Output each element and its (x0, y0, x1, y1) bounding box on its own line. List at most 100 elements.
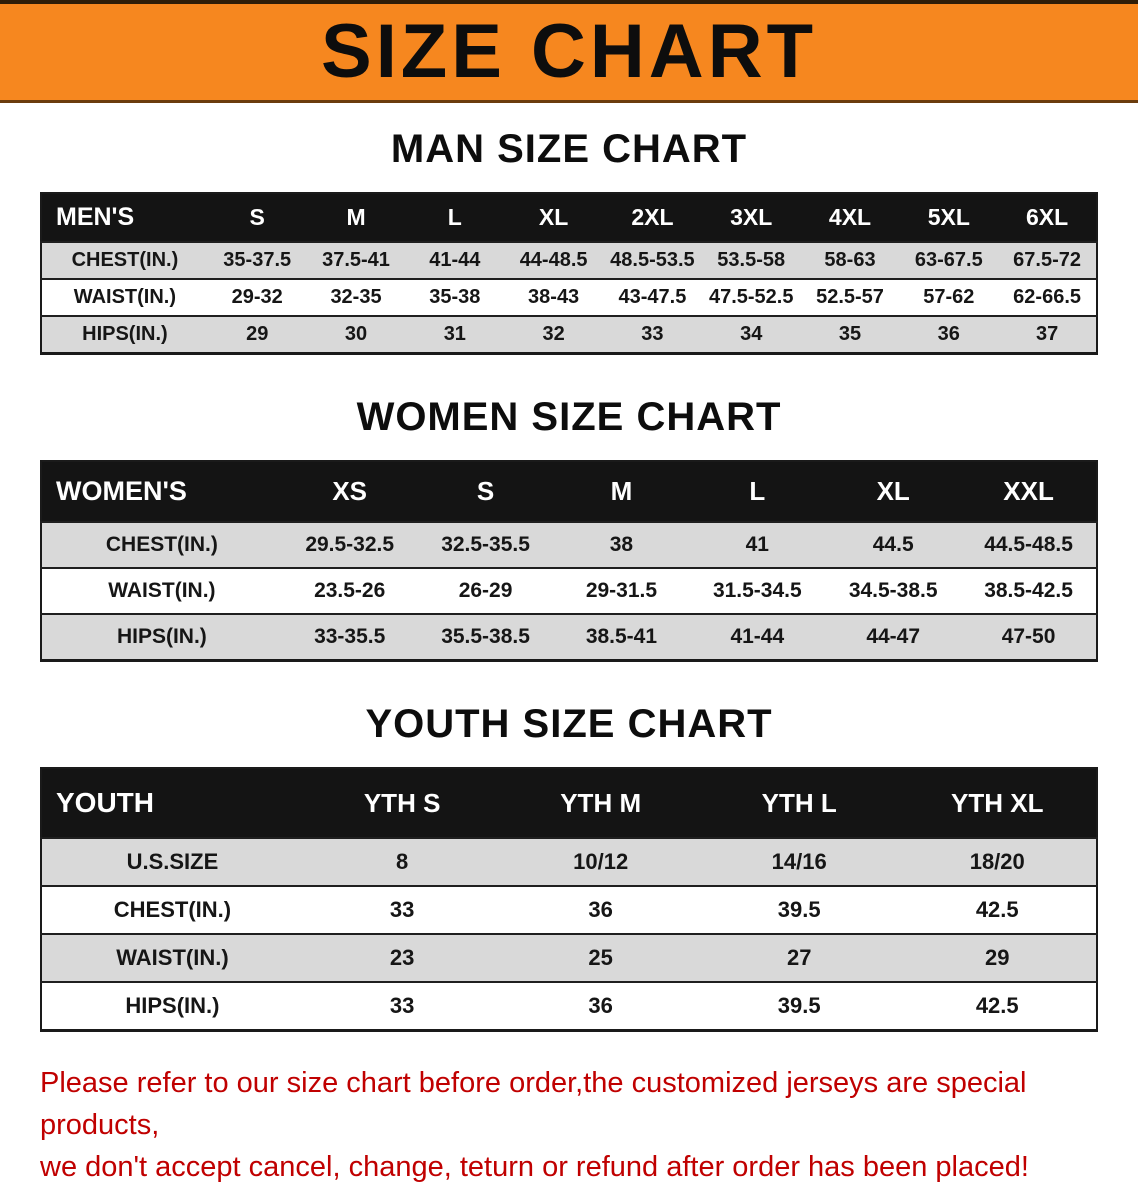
table-cell: 29-32 (207, 278, 307, 316)
table-cell: 29 (207, 315, 307, 354)
table-cell: 32-35 (306, 278, 406, 316)
table-cell: 29-31.5 (553, 567, 690, 614)
table-cell: 44.5-48.5 (961, 521, 1097, 568)
table-row: HIPS(IN.) 33-35.5 35.5-38.5 38.5-41 41-44 44-… (41, 613, 1097, 661)
men-size-table: MEN'S S M L XL 2XL 3XL 4XL 5XL 6XL CHEST(IN.) 35-37… (40, 192, 1098, 355)
table-cell: 42.5 (898, 885, 1097, 934)
table-cell: 39.5 (699, 885, 899, 934)
table-cell: 42.5 (898, 981, 1097, 1031)
table-cell: 33 (302, 981, 502, 1031)
youth-size-table: YOUTH YTH S YTH M YTH L YTH XL U.S.SIZE 8 10/12… (40, 767, 1098, 1032)
table-cell: 36 (501, 981, 700, 1031)
table-title-cell: YOUTH (41, 768, 303, 838)
table-row: HIPS(IN.) 33 36 39.5 42.5 (41, 981, 1097, 1031)
table-cell: 36 (501, 885, 700, 934)
row-label: WAIST(IN.) (41, 933, 303, 982)
table-cell: 44-47 (825, 613, 962, 661)
table-row: CHEST(IN.) 35-37.5 37.5-41 41-44 44-48.5 48.5… (41, 241, 1097, 279)
table-cell: 67.5-72 (998, 241, 1097, 279)
content: MAN SIZE CHART MEN'S S M L XL 2XL 3XL 4XL 5XL 6XL… (0, 127, 1138, 1198)
table-cell: 10/12 (501, 837, 700, 886)
table-cell: 44-48.5 (504, 241, 604, 279)
youth-size-section: YOUTH SIZE CHART YOUTH YTH S YTH M YTH L YTH… (40, 702, 1098, 1032)
table-cell: 18/20 (898, 837, 1097, 886)
table-row: U.S.SIZE 8 10/12 14/16 18/20 (41, 837, 1097, 886)
table-cell: 52.5-57 (800, 278, 900, 316)
table-cell: 29.5-32.5 (281, 521, 418, 568)
header-row: WOMEN'S XS S M L XL XXL (41, 461, 1097, 522)
table-row: CHEST(IN.) 29.5-32.5 32.5-35.5 38 41 44.5 44.5… (41, 521, 1097, 568)
table-cell: 62-66.5 (998, 278, 1097, 316)
table-cell: 37.5-41 (306, 241, 406, 279)
women-size-table: WOMEN'S XS S M L XL XXL CHEST(IN.) 29.5-32.5 32.5… (40, 460, 1098, 662)
table-cell: 35-37.5 (207, 241, 307, 279)
table-cell: 48.5-53.5 (603, 241, 702, 279)
table-cell: 34.5-38.5 (825, 567, 962, 614)
table-cell: 35.5-38.5 (417, 613, 554, 661)
table-cell: 38.5-41 (553, 613, 690, 661)
column-header: L (405, 193, 505, 242)
men-size-table-container: MEN'S S M L XL 2XL 3XL 4XL 5XL 6XL CHEST(IN.) 35-37… (40, 192, 1098, 355)
disclaimer-note: Please refer to our size chart before or… (40, 1062, 1098, 1188)
column-header: L (689, 461, 826, 522)
row-label: WAIST(IN.) (41, 278, 208, 316)
table-cell: 30 (306, 315, 406, 354)
table-cell: 37 (998, 315, 1097, 354)
column-header: S (207, 193, 307, 242)
table-cell: 29 (898, 933, 1097, 982)
column-header: XS (281, 461, 418, 522)
table-cell: 63-67.5 (899, 241, 999, 279)
table-cell: 8 (302, 837, 502, 886)
row-label: WAIST(IN.) (41, 567, 282, 614)
table-cell: 25 (501, 933, 700, 982)
table-cell: 33 (603, 315, 702, 354)
table-cell: 53.5-58 (701, 241, 801, 279)
column-header: YTH XL (898, 768, 1097, 838)
table-cell: 31.5-34.5 (689, 567, 826, 614)
table-cell: 35-38 (405, 278, 505, 316)
table-cell: 33 (302, 885, 502, 934)
column-header: 6XL (998, 193, 1097, 242)
row-label: CHEST(IN.) (41, 885, 303, 934)
row-label: CHEST(IN.) (41, 521, 282, 568)
table-cell: 38 (553, 521, 690, 568)
table-cell: 32.5-35.5 (417, 521, 554, 568)
youth-size-table-container: YOUTH YTH S YTH M YTH L YTH XL U.S.SIZE 8 10/12… (40, 767, 1098, 1032)
column-header: YTH L (699, 768, 899, 838)
youth-section-heading: YOUTH SIZE CHART (365, 702, 773, 746)
header-row: MEN'S S M L XL 2XL 3XL 4XL 5XL 6XL (41, 193, 1097, 242)
column-header: XXL (961, 461, 1097, 522)
column-header: M (306, 193, 406, 242)
table-cell: 23 (302, 933, 502, 982)
table-cell: 39.5 (699, 981, 899, 1031)
table-cell: 32 (504, 315, 604, 354)
column-header: 4XL (800, 193, 900, 242)
row-label: HIPS(IN.) (41, 613, 282, 661)
column-header: 5XL (899, 193, 999, 242)
banner: SIZE CHART (0, 0, 1138, 103)
column-header: 2XL (603, 193, 702, 242)
column-header: XL (825, 461, 962, 522)
table-cell: 58-63 (800, 241, 900, 279)
table-cell: 43-47.5 (603, 278, 702, 316)
table-title-cell: WOMEN'S (41, 461, 282, 522)
table-cell: 35 (800, 315, 900, 354)
table-cell: 14/16 (699, 837, 899, 886)
table-cell: 36 (899, 315, 999, 354)
column-header: YTH S (302, 768, 502, 838)
note-line-2: we don't accept cancel, change, teturn o… (40, 1151, 1029, 1184)
note-line-1: Please refer to our size chart before or… (40, 1067, 1027, 1142)
men-section-heading: MAN SIZE CHART (390, 127, 748, 171)
table-cell: 34 (701, 315, 801, 354)
women-section-heading: WOMEN SIZE CHART (356, 395, 782, 439)
table-cell: 47.5-52.5 (701, 278, 801, 316)
page-title: SIZE CHART (321, 9, 817, 94)
table-cell: 41-44 (689, 613, 826, 661)
table-row: WAIST(IN.) 23.5-26 26-29 29-31.5 31.5-34.5 34… (41, 567, 1097, 614)
table-row: HIPS(IN.) 29 30 31 32 33 34 35 36 37 (41, 315, 1097, 354)
header-row: YOUTH YTH S YTH M YTH L YTH XL (41, 768, 1097, 838)
column-header: YTH M (501, 768, 700, 838)
column-header: 3XL (701, 193, 801, 242)
column-header: XL (504, 193, 604, 242)
row-label: U.S.SIZE (41, 837, 303, 886)
